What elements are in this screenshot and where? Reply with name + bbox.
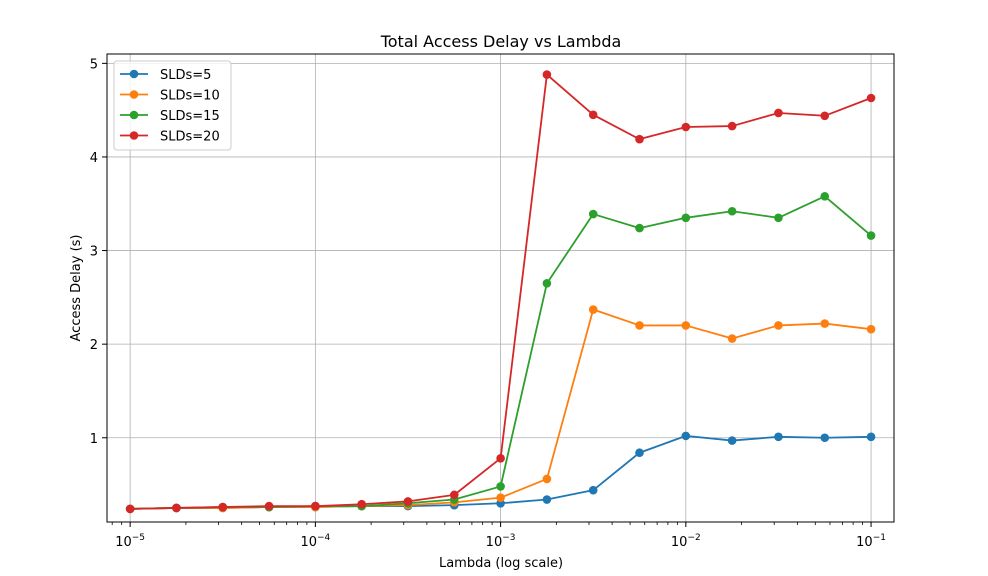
data-point	[449, 490, 459, 500]
data-point	[496, 482, 505, 491]
data-point	[820, 433, 830, 443]
data-point	[264, 501, 274, 511]
data-point	[774, 213, 783, 223]
data-point	[635, 321, 644, 330]
data-point	[820, 111, 830, 121]
legend: SLDs=5 SLDs=10 SLDs=15 SLDs=20	[113, 60, 232, 151]
data-point	[727, 334, 737, 343]
legend-item: SLDs=20	[120, 130, 220, 145]
x-axis-ticks: 10−5 10−4 10−3 10−2 10−1	[111, 522, 886, 550]
legend-label: SLDs=5	[160, 68, 211, 83]
data-point	[542, 70, 552, 79]
series-slds-20	[125, 70, 876, 514]
data-point	[774, 321, 783, 330]
legend-marker	[129, 69, 139, 79]
x-tick-label: 10−2	[671, 533, 701, 550]
data-point	[681, 213, 691, 223]
data-point	[866, 324, 876, 334]
legend-item: SLDs=15	[120, 109, 220, 124]
legend-marker	[129, 131, 139, 140]
data-point	[403, 497, 413, 506]
y-tick-label: 4	[90, 151, 98, 166]
data-point	[727, 436, 737, 445]
data-point	[820, 191, 830, 201]
legend-item: SLDs=10	[120, 89, 220, 104]
y-axis-ticks: 1 2 3 4 5	[90, 57, 107, 447]
legend-label: SLDs=15	[160, 109, 220, 124]
y-tick-label: 5	[90, 57, 98, 72]
data-point	[820, 319, 830, 328]
data-point	[635, 448, 644, 458]
grid	[107, 54, 894, 522]
data-point	[681, 321, 691, 330]
y-tick-label: 3	[90, 245, 98, 260]
data-point	[635, 134, 644, 144]
data-point	[681, 122, 691, 132]
data-point	[542, 474, 552, 484]
data-point	[542, 495, 552, 504]
data-point	[588, 485, 598, 495]
legend-label: SLDs=20	[160, 130, 220, 145]
data-point	[311, 501, 320, 511]
legend-item: SLDs=5	[120, 68, 211, 83]
data-point	[357, 499, 366, 509]
x-tick-label: 10−3	[486, 533, 516, 550]
legend-marker	[129, 90, 139, 99]
data-point	[774, 432, 783, 442]
x-tick-label: 10−5	[115, 533, 145, 550]
legend-marker	[129, 110, 139, 120]
y-tick-label: 2	[90, 338, 98, 353]
data-point	[496, 493, 505, 502]
data-point	[866, 93, 876, 103]
data-point	[774, 108, 783, 118]
data-point	[727, 206, 737, 216]
legend-box	[113, 60, 232, 151]
data-point	[588, 305, 598, 314]
legend-label: SLDs=10	[160, 89, 220, 104]
x-tick-label: 10−4	[300, 533, 330, 550]
data-point	[125, 504, 135, 514]
data-point	[727, 121, 737, 131]
data-point	[635, 223, 644, 233]
data-point	[218, 502, 228, 512]
data-point	[866, 432, 876, 442]
series-layer	[125, 70, 876, 514]
x-tick-label: 10−1	[856, 533, 886, 550]
plot-frame	[106, 53, 895, 523]
data-point	[172, 503, 181, 513]
y-axis-label: Access Delay (s)	[69, 235, 84, 342]
data-point	[542, 279, 552, 288]
data-point	[866, 231, 876, 240]
chart-title: Total Access Delay vs Lambda	[380, 32, 622, 51]
data-point	[496, 454, 505, 463]
data-point	[681, 431, 691, 441]
x-axis-label: Lambda (log scale)	[439, 556, 563, 571]
y-tick-label: 1	[90, 432, 98, 447]
data-point	[588, 209, 598, 219]
data-point	[588, 110, 598, 120]
